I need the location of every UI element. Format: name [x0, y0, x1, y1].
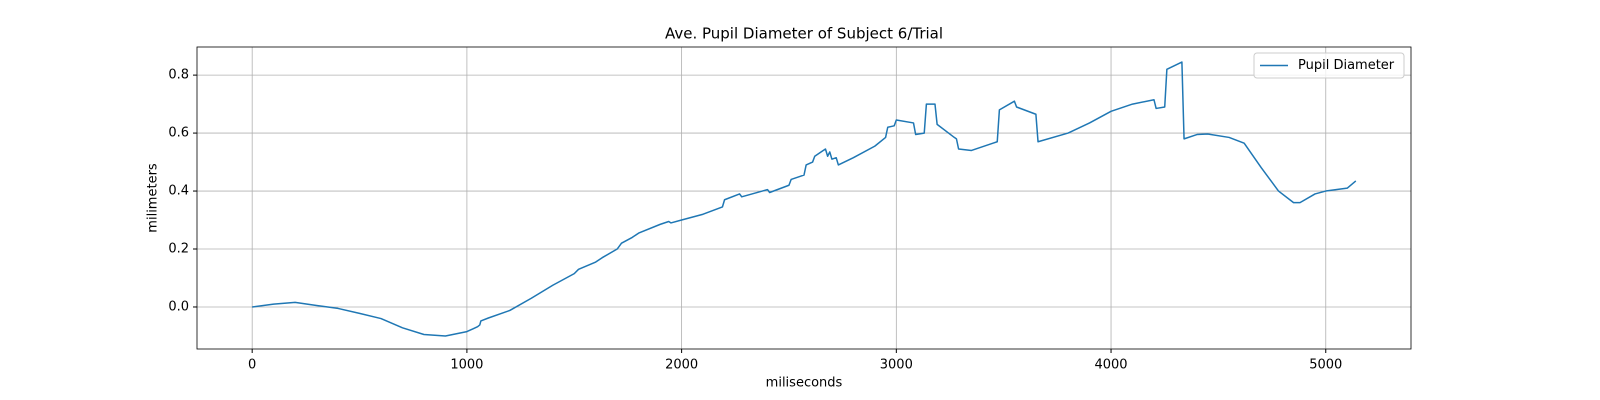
y-tick-label: 0.8 — [168, 68, 189, 83]
x-tick-label: 4000 — [1094, 358, 1127, 373]
x-axis-label: miliseconds — [766, 376, 843, 391]
y-tick-label: 0.2 — [168, 242, 189, 257]
x-tick-label: 1000 — [450, 358, 483, 373]
y-tick-label: 0.4 — [168, 184, 189, 199]
legend-label: Pupil Diameter — [1298, 58, 1395, 73]
x-tick-label: 3000 — [880, 358, 913, 373]
chart-title: Ave. Pupil Diameter of Subject 6/Trial — [665, 25, 943, 43]
plot-frame — [196, 46, 1412, 350]
y-tick-label: 0.0 — [168, 299, 189, 314]
x-tick-label: 2000 — [665, 358, 698, 373]
data-line — [252, 61, 1357, 337]
y-tick-label: 0.6 — [168, 126, 189, 141]
x-tick-label: 0 — [248, 358, 256, 373]
x-tick-label: 5000 — [1309, 358, 1342, 373]
legend-box — [1253, 52, 1405, 79]
y-axis-label: milimeters — [146, 163, 161, 233]
